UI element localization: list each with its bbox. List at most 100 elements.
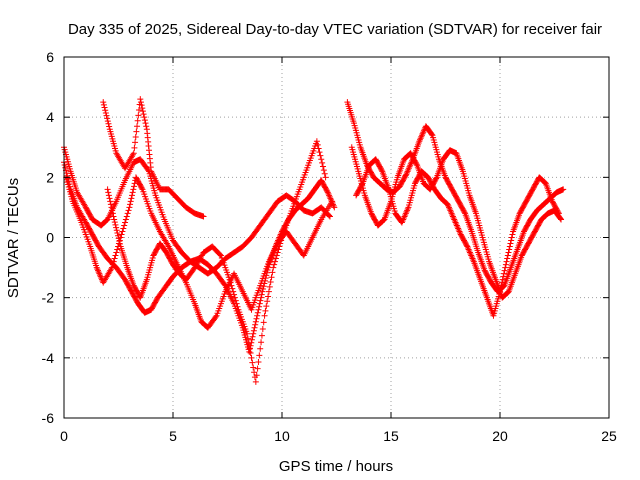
data-point: [318, 156, 325, 163]
data-point: [61, 161, 68, 168]
data-point: [322, 174, 329, 181]
data-point: [380, 217, 387, 224]
data-point: [132, 139, 139, 146]
data-point: [230, 288, 237, 295]
data-point: [234, 303, 241, 310]
data-point: [138, 102, 145, 109]
data-point: [126, 204, 133, 211]
data-point: [433, 175, 440, 182]
data-point: [252, 318, 259, 325]
data-point: [319, 163, 326, 170]
data-point: [261, 312, 268, 319]
data-point: [244, 330, 251, 337]
data-point: [246, 345, 253, 352]
data-point: [100, 101, 107, 108]
data-point: [256, 352, 263, 359]
data-point: [265, 293, 272, 300]
data-point: [116, 238, 123, 245]
data-point: [253, 372, 260, 379]
data-point: [463, 242, 470, 249]
data-point: [413, 161, 420, 168]
data-point: [120, 225, 127, 232]
data-point: [271, 261, 278, 268]
data-point: [129, 189, 136, 196]
data-point: [231, 291, 238, 298]
data-point: [111, 216, 118, 223]
data-point: [124, 210, 131, 217]
data-point: [133, 128, 140, 135]
data-point: [117, 240, 124, 247]
data-point: [114, 246, 121, 253]
data-point: [112, 252, 119, 259]
series-track-c: [63, 174, 336, 331]
data-point: [508, 237, 515, 244]
data-point: [257, 297, 264, 304]
grid: [64, 57, 609, 418]
data-point: [250, 330, 257, 337]
y-tick-label: -4: [42, 350, 55, 366]
data-point: [557, 215, 564, 222]
data-point: [139, 108, 146, 115]
data-point: [508, 234, 515, 241]
y-axis-label: SDTVAR / TECUs: [5, 178, 22, 298]
data-point: [260, 283, 267, 290]
data-point: [252, 378, 259, 385]
x-tick-label: 15: [383, 428, 399, 444]
data-point: [269, 269, 276, 276]
data-point: [321, 170, 328, 177]
data-point: [127, 201, 134, 208]
data-point: [259, 325, 266, 332]
data-point: [555, 209, 562, 216]
data-point: [110, 213, 117, 220]
data-point: [107, 201, 114, 208]
data-point: [378, 167, 385, 174]
data-point: [104, 186, 111, 193]
data-point: [109, 261, 116, 268]
data-point: [108, 204, 115, 211]
series-track-h: [353, 156, 562, 319]
data-point: [256, 303, 263, 310]
data-point: [251, 324, 258, 331]
data-point: [503, 258, 510, 265]
x-tick-label: 20: [492, 428, 508, 444]
data-point: [123, 213, 130, 220]
data-point: [108, 264, 115, 271]
data-point: [103, 217, 110, 224]
data-point: [106, 195, 113, 202]
data-point: [105, 120, 112, 127]
data-point: [233, 300, 240, 307]
data-point: [317, 152, 324, 159]
data-point: [122, 216, 129, 223]
data-point: [251, 369, 258, 376]
data-point: [130, 150, 137, 157]
data-point: [114, 229, 121, 236]
data-point: [256, 300, 263, 307]
data-point: [504, 289, 511, 296]
data-point: [111, 255, 118, 262]
data-point: [245, 340, 252, 347]
data-point: [141, 117, 148, 124]
data-point: [212, 313, 219, 320]
data-point: [326, 213, 333, 220]
data-point: [504, 255, 511, 262]
data-point: [506, 246, 513, 253]
y-tick-label: 2: [46, 169, 54, 185]
data-point: [250, 364, 257, 371]
data-point: [119, 228, 126, 235]
data-point: [259, 288, 266, 295]
data-point: [129, 192, 136, 199]
data-point: [264, 298, 271, 305]
data-point: [428, 131, 435, 138]
data-point: [502, 264, 509, 271]
data-point: [249, 333, 256, 340]
data-point: [461, 209, 468, 216]
data-point: [217, 251, 224, 258]
data-point: [107, 198, 114, 205]
data-point: [268, 274, 275, 281]
data-point: [263, 303, 270, 310]
data-point: [501, 267, 508, 274]
data-point: [113, 224, 120, 231]
data-point: [314, 141, 321, 148]
data-point: [359, 181, 366, 188]
